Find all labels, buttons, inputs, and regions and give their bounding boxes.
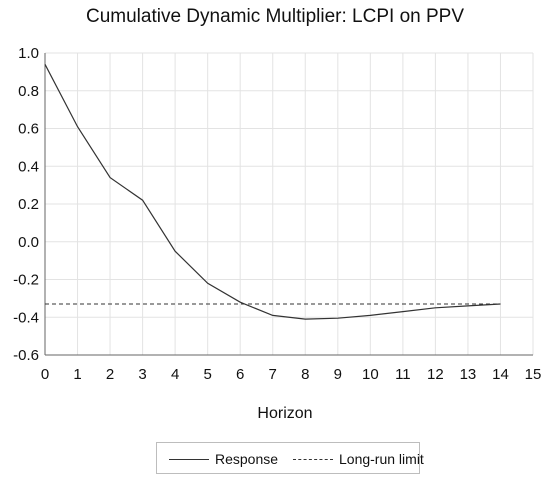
legend-swatch-solid <box>169 459 209 460</box>
y-tick-label: 1.0 <box>18 45 39 62</box>
y-tick-labels: 1.0 0.8 0.6 0.4 0.2 0.0 -0.2 -0.4 -0.6 <box>13 45 39 364</box>
x-tick-label: 6 <box>236 366 244 383</box>
x-tick-label: 10 <box>362 366 379 383</box>
y-tick-label: 0.6 <box>18 121 39 138</box>
legend-label-long-run-limit: Long-run limit <box>339 451 424 467</box>
grid-lines <box>45 52 534 356</box>
x-tick-label: 2 <box>106 366 114 383</box>
y-tick-label: 0.4 <box>18 158 39 175</box>
x-tick-label: 15 <box>525 366 542 383</box>
x-tick-label: 12 <box>427 366 444 383</box>
x-tick-label: 3 <box>138 366 146 383</box>
y-tick-label: -0.4 <box>13 309 39 326</box>
x-axis-label: Horizon <box>257 405 313 422</box>
y-tick-label: -0.2 <box>13 272 39 289</box>
axes <box>44 53 533 356</box>
x-tick-label: 11 <box>395 366 411 383</box>
y-tick-label: 0.2 <box>18 196 39 213</box>
x-tick-label: 13 <box>460 366 477 383</box>
y-tick-label: 0.8 <box>18 83 39 100</box>
x-tick-label: 14 <box>492 366 509 383</box>
x-tick-label: 0 <box>41 366 49 383</box>
series-response <box>44 64 501 320</box>
series-layer <box>44 64 501 320</box>
x-tick-labels: 0 1 2 3 4 5 6 7 8 9 10 11 12 13 14 15 <box>41 366 542 383</box>
y-tick-label: 0.0 <box>18 234 39 251</box>
x-tick-label: 7 <box>269 366 277 383</box>
legend-swatch-dashed <box>293 459 333 460</box>
x-tick-label: 8 <box>301 366 309 383</box>
chart-title: Cumulative Dynamic Multiplier: LCPI on P… <box>85 6 465 27</box>
legend: Response Long-run limit <box>156 442 424 474</box>
legend-label-response: Response <box>215 451 279 467</box>
y-tick-label: -0.6 <box>13 347 39 364</box>
x-tick-label: 4 <box>171 366 179 383</box>
x-tick-label: 1 <box>73 366 81 383</box>
x-tick-label: 5 <box>203 366 211 383</box>
x-tick-label: 9 <box>334 366 342 383</box>
